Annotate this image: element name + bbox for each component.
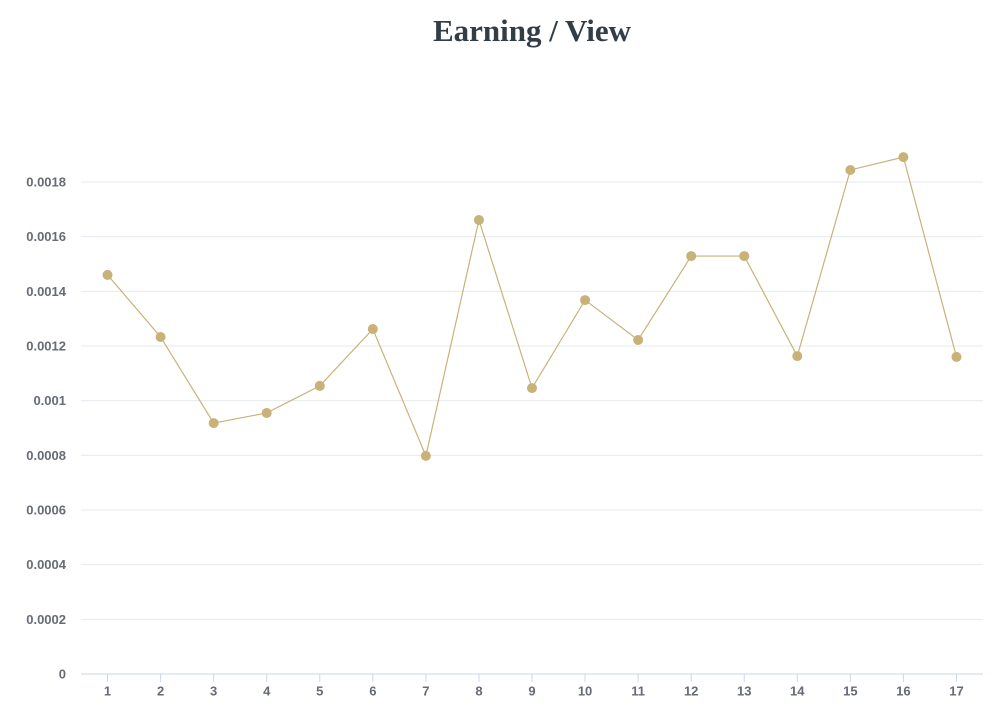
y-tick-label: 0.001: [33, 393, 66, 408]
y-tick-label: 0.0018: [26, 174, 66, 189]
x-tick-label: 2: [157, 683, 164, 698]
line: [107, 156, 958, 458]
y-tick-label: 0.0012: [26, 338, 66, 353]
point: [527, 383, 537, 394]
point: [739, 251, 750, 262]
x-tick-label: 13: [737, 683, 751, 698]
point: [898, 152, 909, 163]
point: [633, 334, 644, 345]
x-tick-label: 11: [631, 683, 645, 698]
x-tick-label: 1: [104, 683, 111, 698]
y-tick-label: 0: [59, 666, 66, 681]
x-tick-label: 9: [528, 683, 535, 698]
x-tick-label: 12: [684, 683, 698, 698]
point: [686, 251, 697, 262]
x-tick-label: 4: [263, 683, 271, 698]
point: [473, 214, 484, 225]
point: [580, 295, 591, 306]
x-tick-label: 7: [422, 683, 429, 698]
x-tick-label: 17: [949, 683, 963, 698]
point: [314, 380, 325, 391]
x-tick-label: 15: [843, 683, 857, 698]
point: [420, 450, 431, 461]
y-tick-label: 0.0016: [26, 229, 66, 244]
y-tick-label: 0.0014: [26, 284, 67, 299]
x-tick-label: 14: [790, 683, 805, 698]
point: [208, 418, 219, 429]
x-tick-label: 10: [578, 683, 592, 698]
x-tick-label: 5: [316, 683, 323, 698]
point: [102, 269, 113, 280]
point: [792, 351, 803, 362]
x-tick-label: 3: [210, 683, 217, 698]
point: [845, 164, 856, 175]
chart-title: Earning / View: [433, 13, 632, 48]
x-tick-label: 6: [369, 683, 376, 698]
point: [155, 331, 166, 342]
y-tick-label: 0.0008: [26, 448, 66, 463]
point: [951, 351, 962, 362]
y-tick-label: 0.0004: [26, 557, 67, 572]
x-tick-label: 16: [896, 683, 910, 698]
point: [261, 407, 272, 418]
y-tick-label: 0.0006: [26, 502, 66, 517]
y-tick-label: 0.0002: [26, 612, 66, 627]
x-tick-label: 8: [475, 683, 482, 698]
point: [367, 324, 378, 335]
